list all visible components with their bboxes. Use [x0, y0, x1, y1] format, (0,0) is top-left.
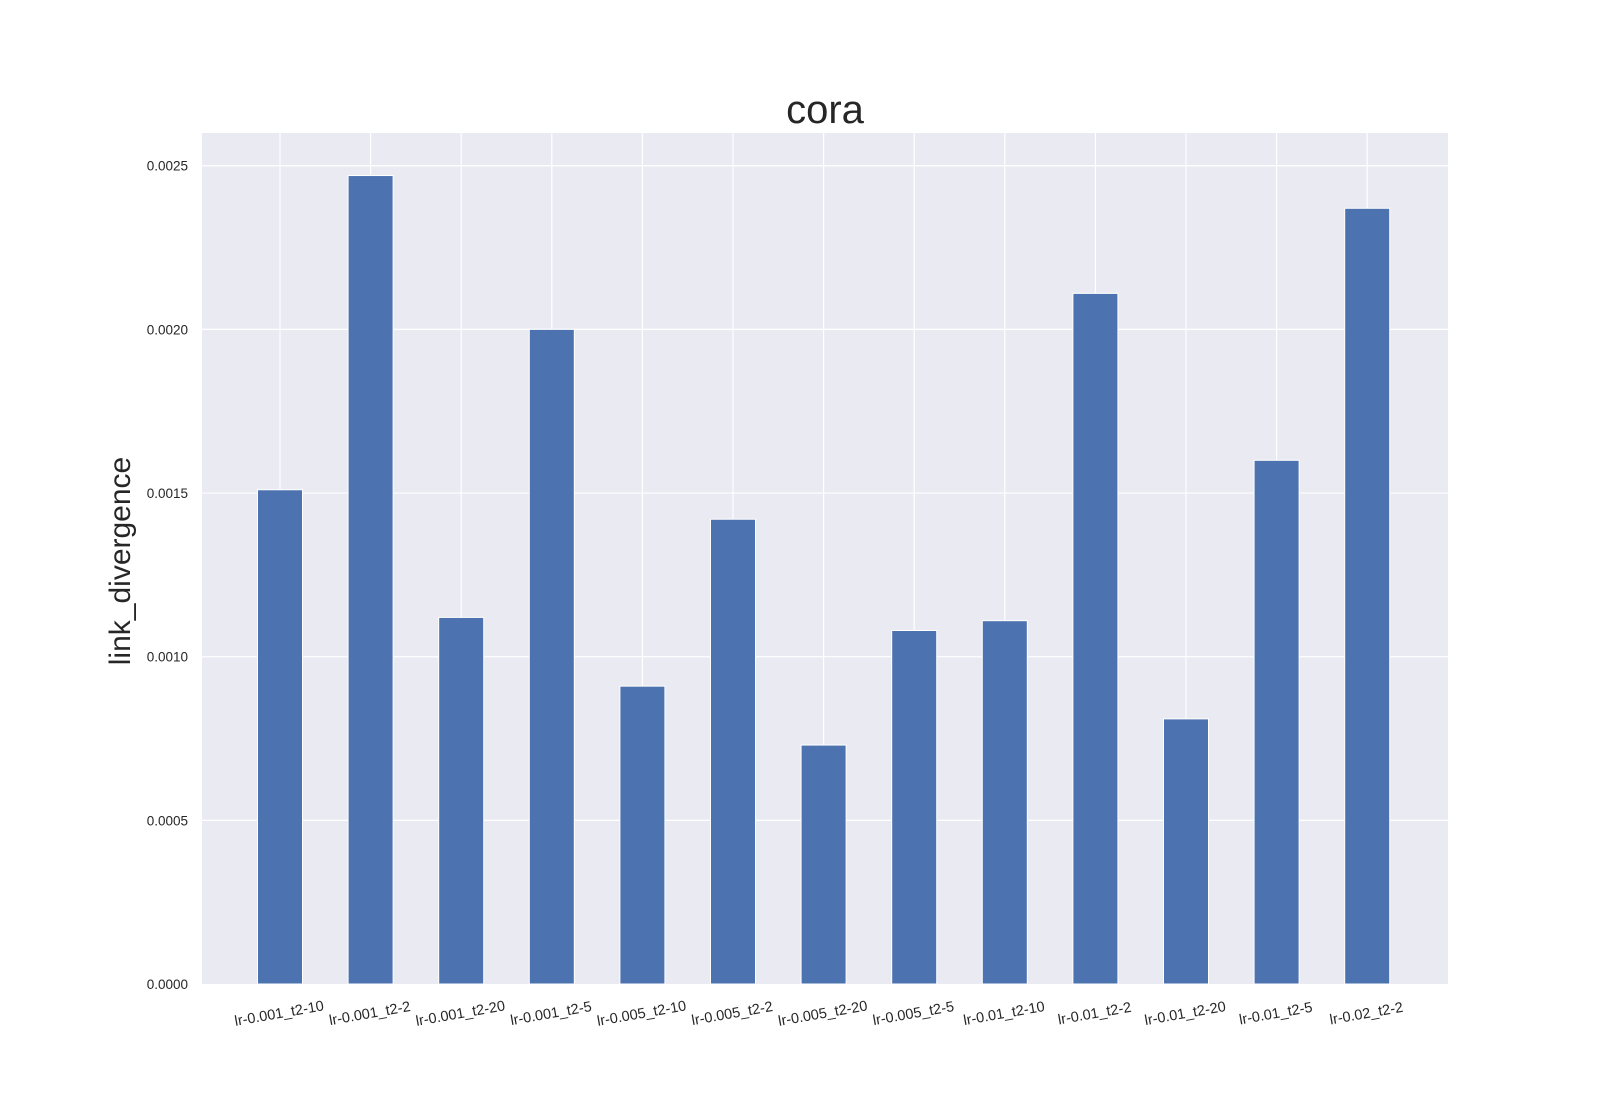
x-tick-label: lr-0.005_t2-10 [596, 998, 688, 1029]
x-axis-ticks: lr-0.001_t2-10 lr-0.001_t2-2 lr-0.001_t2-2… [233, 998, 1404, 1029]
y-axis-ticks: 0.0000 0.0005 0.0010 0.0015 0.0020 0.0025 [147, 159, 188, 992]
chart-title: cora [786, 88, 865, 132]
x-tick-label: lr-0.01_t2-5 [1238, 1000, 1314, 1029]
x-tick-label: lr-0.005_t2-5 [872, 999, 956, 1029]
y-tick-label: 0.0005 [147, 813, 188, 828]
bar [528, 328, 575, 985]
y-tick-label: 0.0000 [147, 977, 188, 992]
bar [347, 175, 394, 985]
bar [981, 620, 1028, 985]
x-tick-label: lr-0.001_t2-2 [328, 999, 412, 1029]
x-tick-label: lr-0.01_t2-2 [1057, 1000, 1133, 1029]
bar [1344, 207, 1391, 985]
x-tick-label: lr-0.005_t2-2 [690, 999, 774, 1029]
x-tick-label: lr-0.02_t2-2 [1329, 1000, 1405, 1029]
x-tick-label: lr-0.001_t2-10 [233, 998, 325, 1029]
x-tick-label: lr-0.01_t2-20 [1143, 999, 1227, 1029]
bar [891, 630, 938, 985]
x-tick-label: lr-0.005_t2-20 [777, 998, 869, 1029]
x-tick-label: lr-0.001_t2-20 [415, 998, 507, 1029]
bar [1072, 292, 1119, 985]
bar [619, 685, 666, 985]
bar [1163, 718, 1209, 985]
y-axis-label: link_divergence [104, 457, 137, 665]
y-tick-label: 0.0010 [147, 650, 188, 665]
bar [257, 489, 303, 985]
bars [257, 175, 1391, 985]
bar [710, 518, 756, 985]
y-tick-label: 0.0015 [147, 486, 188, 501]
bar [438, 616, 485, 985]
x-tick-label: lr-0.001_t2-5 [509, 999, 593, 1029]
y-tick-label: 0.0020 [147, 322, 188, 337]
bar [1253, 459, 1300, 985]
y-tick-label: 0.0025 [147, 159, 188, 174]
x-tick-label: lr-0.01_t2-10 [962, 999, 1046, 1029]
bar [800, 744, 847, 985]
